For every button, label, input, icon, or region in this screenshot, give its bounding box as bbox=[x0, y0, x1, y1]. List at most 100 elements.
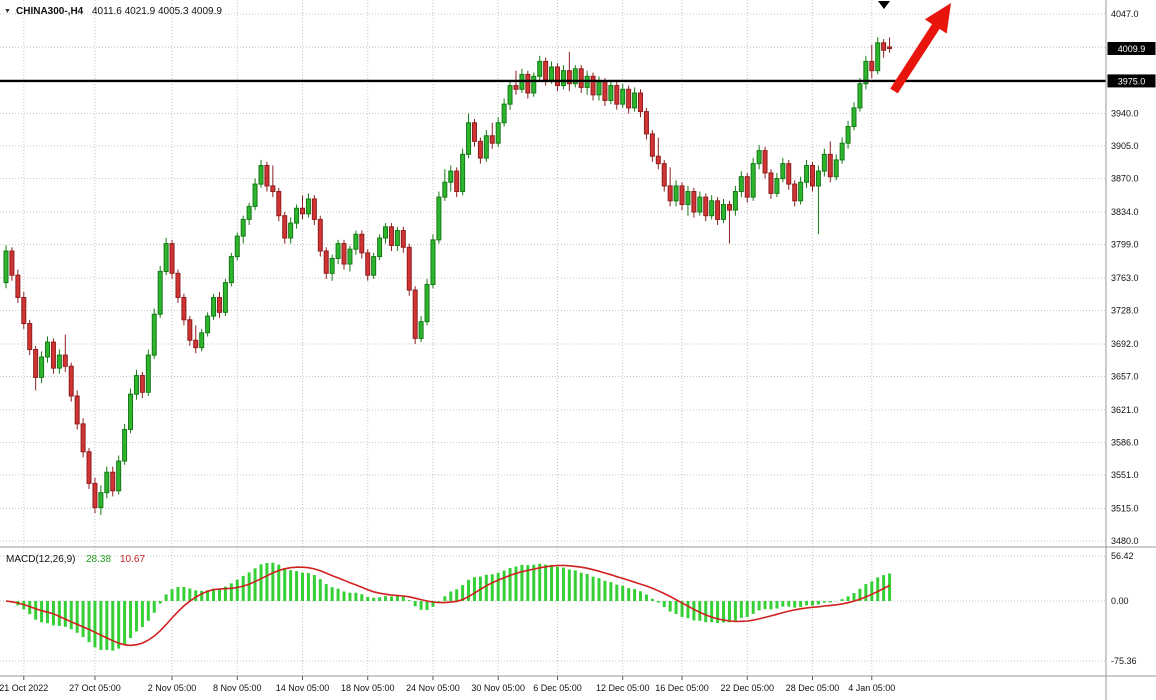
candle-body bbox=[181, 296, 187, 321]
candle-body bbox=[578, 68, 584, 88]
candle-body bbox=[305, 198, 311, 215]
candle-body bbox=[786, 163, 792, 185]
candle-body bbox=[477, 140, 483, 159]
time-axis-label: 24 Nov 05:00 bbox=[406, 683, 460, 693]
candle-body bbox=[448, 170, 454, 183]
candle-body bbox=[602, 81, 608, 101]
candle-body bbox=[3, 250, 9, 284]
price-tick-label: 3586.0 bbox=[1111, 437, 1139, 447]
candle-body bbox=[798, 181, 804, 202]
price-tick-label: 3799.0 bbox=[1111, 240, 1139, 250]
candle-body bbox=[780, 163, 786, 180]
candle-body bbox=[549, 66, 555, 81]
candle-body bbox=[875, 42, 881, 72]
time-axis-label: 22 Dec 05:00 bbox=[720, 683, 774, 693]
candle-body bbox=[98, 492, 104, 509]
macd-indicator-label[interactable]: MACD(12,26,9) bbox=[6, 554, 75, 565]
candle-body bbox=[471, 122, 477, 142]
candle-body bbox=[205, 315, 211, 334]
time-axis-label: 16 Dec 05:00 bbox=[655, 683, 709, 693]
time-axis-label: 4 Jan 05:00 bbox=[848, 683, 895, 693]
candle-body bbox=[175, 272, 181, 298]
candle-body bbox=[750, 163, 756, 198]
candle-body bbox=[228, 256, 234, 284]
price-tick-label: 3692.0 bbox=[1111, 339, 1139, 349]
candle-body bbox=[744, 176, 750, 198]
time-axis-label: 28 Dec 05:00 bbox=[786, 683, 840, 693]
candle-body bbox=[15, 274, 21, 298]
candle-body bbox=[709, 200, 715, 217]
candle-body bbox=[839, 142, 845, 161]
candle-body bbox=[193, 339, 199, 349]
candle-body bbox=[821, 153, 827, 172]
candle-body bbox=[697, 196, 703, 213]
candle-body bbox=[388, 226, 394, 246]
candle-body bbox=[163, 243, 169, 272]
candle-body bbox=[169, 243, 175, 274]
candle-body bbox=[590, 75, 596, 96]
candle-body bbox=[466, 122, 472, 155]
candle-body bbox=[804, 165, 810, 183]
price-tick-label: 3515.0 bbox=[1111, 503, 1139, 513]
price-badge bbox=[1107, 41, 1156, 55]
price-tick-label: 3551.0 bbox=[1111, 470, 1139, 480]
candle-body bbox=[649, 133, 655, 157]
candle-body bbox=[116, 460, 122, 492]
candle-body bbox=[276, 191, 282, 217]
candle-body bbox=[133, 375, 139, 395]
candle-body bbox=[762, 150, 768, 174]
ohlc-values-label: 4011.6 4021.9 4005.3 4009.9 bbox=[92, 6, 222, 17]
candle-body bbox=[383, 226, 389, 239]
candle-body bbox=[80, 423, 86, 453]
candle-body bbox=[454, 170, 460, 193]
candle-body bbox=[679, 185, 685, 206]
candle-body bbox=[341, 243, 347, 265]
candle-body bbox=[638, 92, 644, 113]
candle-body bbox=[554, 66, 560, 87]
price-tick-label: 3621.0 bbox=[1111, 405, 1139, 415]
time-axis-label: 21 Oct 2022 bbox=[0, 683, 48, 693]
candle-body bbox=[240, 218, 246, 237]
candle-body bbox=[643, 111, 649, 135]
candle-body bbox=[483, 135, 489, 159]
price-badge bbox=[1107, 74, 1156, 88]
candle-body bbox=[525, 73, 531, 94]
candle-body bbox=[300, 207, 305, 215]
candle-body bbox=[738, 176, 744, 193]
time-axis-label: 18 Nov 05:00 bbox=[341, 683, 395, 693]
candle-body bbox=[145, 354, 151, 393]
candle-body bbox=[9, 250, 15, 276]
chart-top-marker-icon bbox=[878, 1, 890, 9]
candle-body bbox=[667, 185, 673, 202]
candle-body bbox=[430, 239, 436, 285]
candle-body bbox=[655, 155, 661, 165]
price-tick-label: 3834.0 bbox=[1111, 207, 1139, 217]
candle-body bbox=[513, 85, 519, 90]
macd-signal-line bbox=[5, 564, 890, 647]
macd-tick-label: 0.00 bbox=[1111, 596, 1129, 606]
candle-body bbox=[691, 191, 697, 213]
candle-body bbox=[151, 313, 157, 356]
candle-body bbox=[501, 103, 507, 124]
candle-body bbox=[56, 354, 62, 369]
price-tick-label: 3728.0 bbox=[1111, 305, 1139, 315]
candle-body bbox=[211, 296, 217, 317]
candle-body bbox=[157, 270, 163, 315]
candle-body bbox=[572, 68, 578, 85]
price-badge-label: 4009.9 bbox=[1118, 44, 1146, 54]
price-badge-label: 3975.0 bbox=[1118, 76, 1146, 86]
symbol-timeframe-label[interactable]: CHINA300-,H4 bbox=[16, 6, 84, 17]
symbol-dropdown-icon[interactable]: ▼ bbox=[4, 8, 11, 15]
candle-body bbox=[489, 135, 495, 144]
trend-arrow-object[interactable] bbox=[890, 3, 951, 94]
candle-body bbox=[560, 70, 566, 87]
price-tick-label: 3940.0 bbox=[1111, 108, 1139, 118]
candle-body bbox=[845, 125, 851, 144]
candle-body bbox=[347, 248, 353, 265]
candle-body bbox=[566, 70, 572, 85]
candle-body bbox=[863, 60, 869, 85]
candle-body bbox=[596, 81, 602, 96]
candle-body bbox=[252, 183, 258, 207]
